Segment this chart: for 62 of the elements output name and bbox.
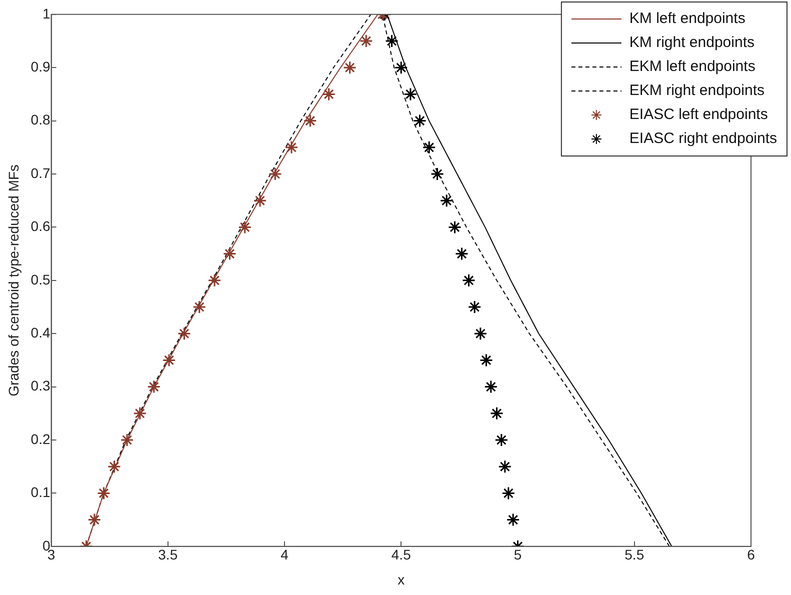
y-tick-label: 1: [42, 5, 50, 22]
x-tick-label: 5.5: [624, 546, 644, 563]
point: [404, 87, 418, 101]
y-tick-label: 0.3: [30, 378, 50, 394]
y-tick-label: 0.6: [30, 218, 50, 234]
point: [506, 513, 520, 527]
legend-label: EIASC right endpoints: [629, 130, 778, 148]
point: [359, 34, 373, 48]
point: [455, 247, 469, 261]
y-axis-title: Grades of centroid type-reduced MFs: [5, 164, 22, 396]
y-tick-label: 0.1: [30, 484, 50, 500]
point: [96, 486, 110, 500]
point: [192, 300, 206, 314]
point: [222, 247, 236, 261]
point: [107, 460, 121, 474]
x-tick-label: 4: [280, 546, 289, 563]
point: [303, 114, 317, 128]
point: [385, 34, 399, 48]
point: [322, 87, 336, 101]
x-axis-title: x: [398, 571, 405, 588]
y-tick-label: 0.4: [30, 324, 50, 340]
point: [343, 60, 357, 74]
point: [474, 326, 488, 340]
point: [147, 380, 161, 394]
point: [494, 433, 508, 447]
point: [284, 140, 298, 154]
point: [253, 194, 267, 208]
x-tick-label: 4.5: [391, 546, 412, 563]
point: [268, 167, 282, 181]
y-tick-label: 0.5: [30, 271, 50, 288]
y-tick-label: 0.2: [30, 430, 50, 447]
point: [120, 433, 134, 447]
point: [498, 460, 512, 474]
point: [448, 220, 462, 234]
y-tick-label: 0.9: [30, 58, 50, 74]
legend-label: KM right endpoints: [629, 34, 754, 52]
point: [484, 380, 498, 394]
point: [208, 274, 222, 288]
point: [394, 60, 408, 74]
point: [468, 300, 482, 314]
point: [430, 167, 444, 181]
point: [177, 326, 191, 340]
point: [440, 194, 454, 208]
point: [422, 140, 436, 154]
point: [490, 406, 504, 420]
x-tick-label: 3.5: [158, 546, 178, 563]
x-tick-label: 5: [514, 546, 522, 563]
point: [162, 353, 176, 367]
y-tick-label: 0.7: [30, 164, 50, 181]
point: [238, 220, 252, 234]
legend-label: EKM right endpoints: [629, 82, 764, 100]
point: [413, 114, 427, 128]
point: [133, 406, 147, 420]
point: [88, 513, 102, 527]
x-tick-label: 6: [747, 546, 756, 563]
point: [480, 353, 494, 367]
point: [462, 274, 476, 288]
y-tick-label: 0.8: [30, 112, 50, 128]
point: [502, 486, 516, 500]
legend-label: EIASC left endpoints: [629, 106, 768, 124]
legend-label: KM left endpoints: [629, 10, 746, 28]
legend-label: EKM left endpoints: [629, 58, 756, 76]
